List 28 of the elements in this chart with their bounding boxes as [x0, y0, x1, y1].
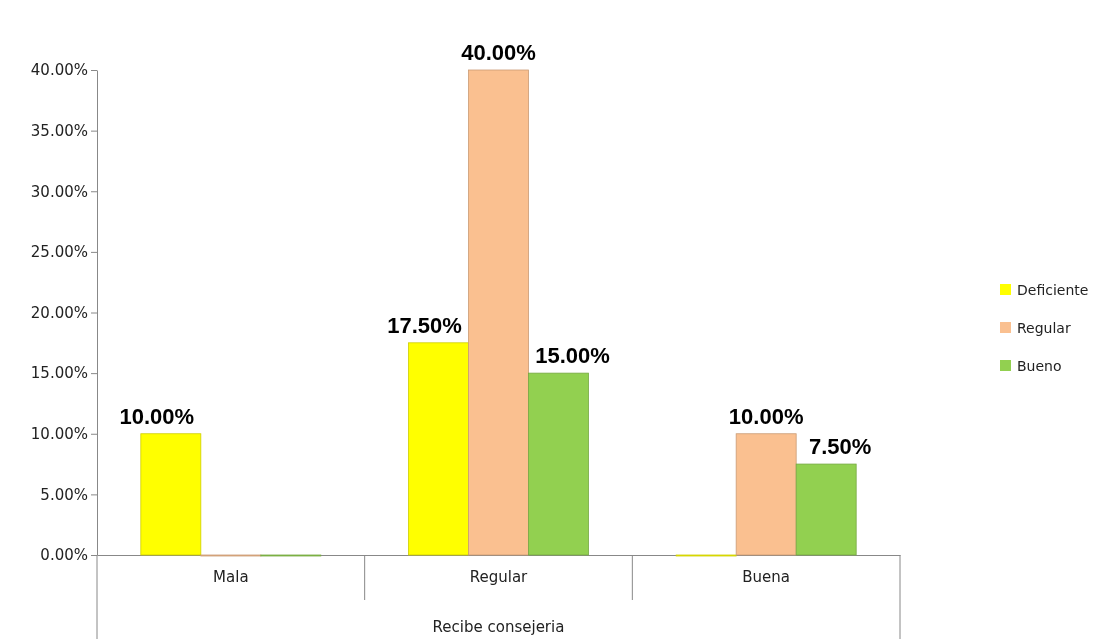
bar [468, 69, 529, 556]
x-tick-label: Buena [742, 568, 791, 586]
y-tick-label: 10.00% [30, 425, 88, 444]
bar [528, 372, 589, 556]
x-tick-label: Regular [469, 568, 529, 586]
y-tick-label: 5.00% [40, 485, 88, 504]
data-label: 7.50% [808, 434, 872, 460]
y-tick-label: 20.00% [30, 303, 88, 322]
bar [735, 433, 797, 556]
bar [140, 433, 202, 556]
y-tick-label: 0.00% [40, 546, 88, 565]
y-tick-label: 30.00% [30, 182, 88, 201]
bar [408, 342, 469, 556]
legend-label: Regular [1017, 320, 1071, 336]
data-label: 15.00% [535, 343, 610, 369]
legend-label: Deficiente [1017, 282, 1089, 298]
data-label: 40.00% [461, 40, 536, 65]
data-label: 17.50% [387, 312, 462, 338]
y-tick-label: 15.00% [30, 364, 88, 383]
legend-label: Bueno [1017, 358, 1062, 374]
data-label: 10.00% [119, 403, 195, 429]
data-label: 10.00% [728, 403, 804, 429]
x-tick-label: Mala [213, 568, 249, 586]
bar [795, 463, 857, 556]
y-tick-label: 40.00% [30, 61, 88, 80]
x-axis-title: Recibe consejeria [432, 618, 565, 636]
y-tick-label: 25.00% [30, 243, 88, 262]
y-tick-label: 35.00% [30, 121, 88, 140]
